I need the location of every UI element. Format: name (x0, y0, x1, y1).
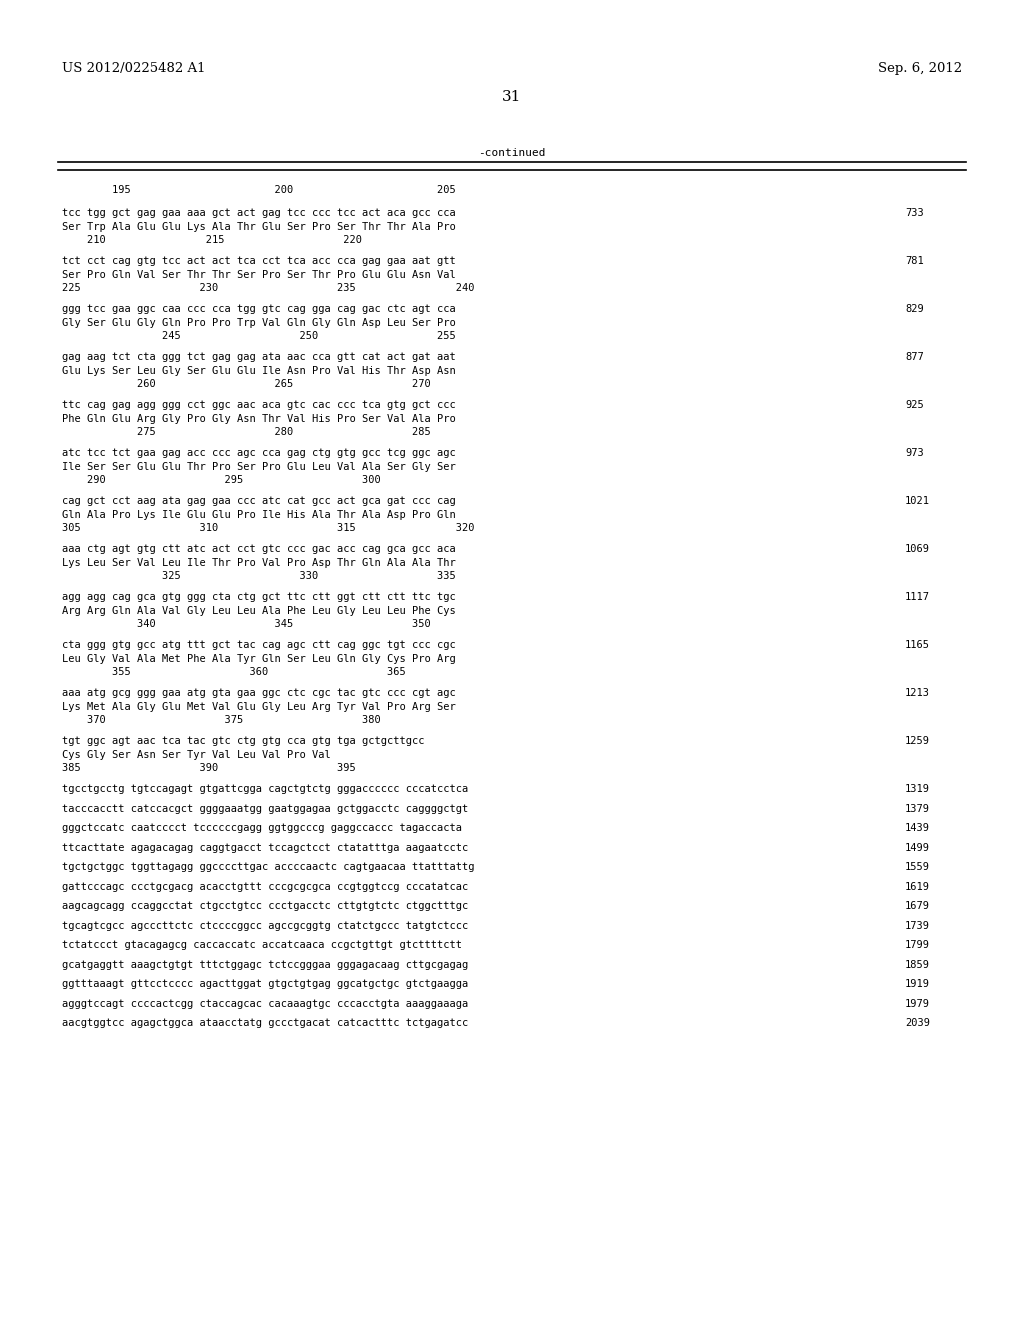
Text: 1021: 1021 (905, 496, 930, 506)
Text: ggg tcc gaa ggc caa ccc cca tgg gtc cag gga cag gac ctc agt cca: ggg tcc gaa ggc caa ccc cca tgg gtc cag … (62, 304, 456, 314)
Text: 1069: 1069 (905, 544, 930, 554)
Text: Glu Lys Ser Leu Gly Ser Glu Glu Ile Asn Pro Val His Thr Asp Asn: Glu Lys Ser Leu Gly Ser Glu Glu Ile Asn … (62, 366, 456, 375)
Text: 305                   310                   315                320: 305 310 315 320 (62, 523, 474, 533)
Text: cta ggg gtg gcc atg ttt gct tac cag agc ctt cag ggc tgt ccc cgc: cta ggg gtg gcc atg ttt gct tac cag agc … (62, 640, 456, 649)
Text: 973: 973 (905, 447, 924, 458)
Text: 195                       200                       205: 195 200 205 (62, 185, 456, 195)
Text: 1919: 1919 (905, 979, 930, 989)
Text: ttc cag gag agg ggg cct ggc aac aca gtc cac ccc tca gtg gct ccc: ttc cag gag agg ggg cct ggc aac aca gtc … (62, 400, 456, 411)
Text: gggctccatc caatcccct tccccccgagg ggtggcccg gaggccaccc tagaccacta: gggctccatc caatcccct tccccccgagg ggtggcc… (62, 824, 462, 833)
Text: 733: 733 (905, 209, 924, 218)
Text: 31: 31 (503, 90, 521, 104)
Text: 260                   265                   270: 260 265 270 (62, 379, 431, 389)
Text: Gly Ser Glu Gly Gln Pro Pro Trp Val Gln Gly Gln Asp Leu Ser Pro: Gly Ser Glu Gly Gln Pro Pro Trp Val Gln … (62, 318, 456, 327)
Text: agggtccagt ccccactcgg ctaccagcac cacaaagtgc cccacctgta aaaggaaaga: agggtccagt ccccactcgg ctaccagcac cacaaag… (62, 998, 468, 1008)
Text: 829: 829 (905, 304, 924, 314)
Text: 385                   390                   395: 385 390 395 (62, 763, 355, 774)
Text: 1739: 1739 (905, 920, 930, 931)
Text: 1117: 1117 (905, 593, 930, 602)
Text: 1439: 1439 (905, 824, 930, 833)
Text: 210                215                   220: 210 215 220 (62, 235, 362, 246)
Text: ttcacttate agagacagag caggtgacct tccagctcct ctatatttga aagaatcctc: ttcacttate agagacagag caggtgacct tccagct… (62, 842, 468, 853)
Text: ggtttaaagt gttcctcccc agacttggat gtgctgtgag ggcatgctgc gtctgaagga: ggtttaaagt gttcctcccc agacttggat gtgctgt… (62, 979, 468, 989)
Text: tcc tgg gct gag gaa aaa gct act gag tcc ccc tcc act aca gcc cca: tcc tgg gct gag gaa aaa gct act gag tcc … (62, 209, 456, 218)
Text: cag gct cct aag ata gag gaa ccc atc cat gcc act gca gat ccc cag: cag gct cct aag ata gag gaa ccc atc cat … (62, 496, 456, 506)
Text: tgcagtcgcc agcccttctc ctccccggcc agccgcggtg ctatctgccc tatgtctccc: tgcagtcgcc agcccttctc ctccccggcc agccgcg… (62, 920, 468, 931)
Text: gag aag tct cta ggg tct gag gag ata aac cca gtt cat act gat aat: gag aag tct cta ggg tct gag gag ata aac … (62, 352, 456, 362)
Text: agg agg cag gca gtg ggg cta ctg gct ttc ctt ggt ctt ctt ttc tgc: agg agg cag gca gtg ggg cta ctg gct ttc … (62, 593, 456, 602)
Text: gcatgaggtt aaagctgtgt tttctggagc tctccgggaa gggagacaag cttgcgagag: gcatgaggtt aaagctgtgt tttctggagc tctccgg… (62, 960, 468, 969)
Text: Cys Gly Ser Asn Ser Tyr Val Leu Val Pro Val: Cys Gly Ser Asn Ser Tyr Val Leu Val Pro … (62, 750, 331, 759)
Text: 1619: 1619 (905, 882, 930, 891)
Text: aaa atg gcg ggg gaa atg gta gaa ggc ctc cgc tac gtc ccc cgt agc: aaa atg gcg ggg gaa atg gta gaa ggc ctc … (62, 688, 456, 698)
Text: 925: 925 (905, 400, 924, 411)
Text: 2039: 2039 (905, 1018, 930, 1028)
Text: tct cct cag gtg tcc act act tca cct tca acc cca gag gaa aat gtt: tct cct cag gtg tcc act act tca cct tca … (62, 256, 456, 267)
Text: aaa ctg agt gtg ctt atc act cct gtc ccc gac acc cag gca gcc aca: aaa ctg agt gtg ctt atc act cct gtc ccc … (62, 544, 456, 554)
Text: tgctgctggc tggttagagg ggccccttgac accccaactc cagtgaacaa ttatttattg: tgctgctggc tggttagagg ggccccttgac acccca… (62, 862, 474, 873)
Text: 1499: 1499 (905, 842, 930, 853)
Text: tgcctgcctg tgtccagagt gtgattcgga cagctgtctg gggacccccc cccatcctca: tgcctgcctg tgtccagagt gtgattcgga cagctgt… (62, 784, 468, 795)
Text: 275                   280                   285: 275 280 285 (62, 428, 431, 437)
Text: 781: 781 (905, 256, 924, 267)
Text: 1979: 1979 (905, 998, 930, 1008)
Text: Ile Ser Ser Glu Glu Thr Pro Ser Pro Glu Leu Val Ala Ser Gly Ser: Ile Ser Ser Glu Glu Thr Pro Ser Pro Glu … (62, 462, 456, 471)
Text: 1213: 1213 (905, 688, 930, 698)
Text: Gln Ala Pro Lys Ile Glu Glu Pro Ile His Ala Thr Ala Asp Pro Gln: Gln Ala Pro Lys Ile Glu Glu Pro Ile His … (62, 510, 456, 520)
Text: 245                   250                   255: 245 250 255 (62, 331, 456, 341)
Text: tacccacctt catccacgct ggggaaatgg gaatggagaa gctggacctc caggggctgt: tacccacctt catccacgct ggggaaatgg gaatgga… (62, 804, 468, 813)
Text: 1259: 1259 (905, 737, 930, 746)
Text: atc tcc tct gaa gag acc ccc agc cca gag ctg gtg gcc tcg ggc agc: atc tcc tct gaa gag acc ccc agc cca gag … (62, 447, 456, 458)
Text: 325                   330                   335: 325 330 335 (62, 572, 456, 581)
Text: Lys Leu Ser Val Leu Ile Thr Pro Val Pro Asp Thr Gln Ala Ala Thr: Lys Leu Ser Val Leu Ile Thr Pro Val Pro … (62, 557, 456, 568)
Text: -continued: -continued (478, 148, 546, 158)
Text: 355                   360                   365: 355 360 365 (62, 667, 406, 677)
Text: Phe Gln Glu Arg Gly Pro Gly Asn Thr Val His Pro Ser Val Ala Pro: Phe Gln Glu Arg Gly Pro Gly Asn Thr Val … (62, 413, 456, 424)
Text: aagcagcagg ccaggcctat ctgcctgtcc ccctgacctc cttgtgtctc ctggctttgc: aagcagcagg ccaggcctat ctgcctgtcc ccctgac… (62, 902, 468, 911)
Text: 1679: 1679 (905, 902, 930, 911)
Text: 877: 877 (905, 352, 924, 362)
Text: gattcccagc ccctgcgacg acacctgttt cccgcgcgca ccgtggtccg cccatatcac: gattcccagc ccctgcgacg acacctgttt cccgcgc… (62, 882, 468, 891)
Text: 1165: 1165 (905, 640, 930, 649)
Text: 340                   345                   350: 340 345 350 (62, 619, 431, 630)
Text: 1799: 1799 (905, 940, 930, 950)
Text: 225                   230                   235                240: 225 230 235 240 (62, 282, 474, 293)
Text: Leu Gly Val Ala Met Phe Ala Tyr Gln Ser Leu Gln Gly Cys Pro Arg: Leu Gly Val Ala Met Phe Ala Tyr Gln Ser … (62, 653, 456, 664)
Text: Sep. 6, 2012: Sep. 6, 2012 (878, 62, 962, 75)
Text: Ser Pro Gln Val Ser Thr Thr Ser Pro Ser Thr Pro Glu Glu Asn Val: Ser Pro Gln Val Ser Thr Thr Ser Pro Ser … (62, 269, 456, 280)
Text: aacgtggtcc agagctggca ataacctatg gccctgacat catcactttc tctgagatcc: aacgtggtcc agagctggca ataacctatg gccctga… (62, 1018, 468, 1028)
Text: tctatccct gtacagagcg caccaccatc accatcaaca ccgctgttgt gtcttttctt: tctatccct gtacagagcg caccaccatc accatcaa… (62, 940, 462, 950)
Text: Ser Trp Ala Glu Glu Lys Ala Thr Glu Ser Pro Ser Thr Thr Ala Pro: Ser Trp Ala Glu Glu Lys Ala Thr Glu Ser … (62, 222, 456, 231)
Text: 370                   375                   380: 370 375 380 (62, 715, 381, 725)
Text: Lys Met Ala Gly Glu Met Val Glu Gly Leu Arg Tyr Val Pro Arg Ser: Lys Met Ala Gly Glu Met Val Glu Gly Leu … (62, 701, 456, 711)
Text: 1859: 1859 (905, 960, 930, 969)
Text: 1379: 1379 (905, 804, 930, 813)
Text: Arg Arg Gln Ala Val Gly Leu Leu Ala Phe Leu Gly Leu Leu Phe Cys: Arg Arg Gln Ala Val Gly Leu Leu Ala Phe … (62, 606, 456, 615)
Text: 1319: 1319 (905, 784, 930, 795)
Text: 1559: 1559 (905, 862, 930, 873)
Text: tgt ggc agt aac tca tac gtc ctg gtg cca gtg tga gctgcttgcc: tgt ggc agt aac tca tac gtc ctg gtg cca … (62, 737, 425, 746)
Text: 290                   295                   300: 290 295 300 (62, 475, 381, 484)
Text: US 2012/0225482 A1: US 2012/0225482 A1 (62, 62, 206, 75)
